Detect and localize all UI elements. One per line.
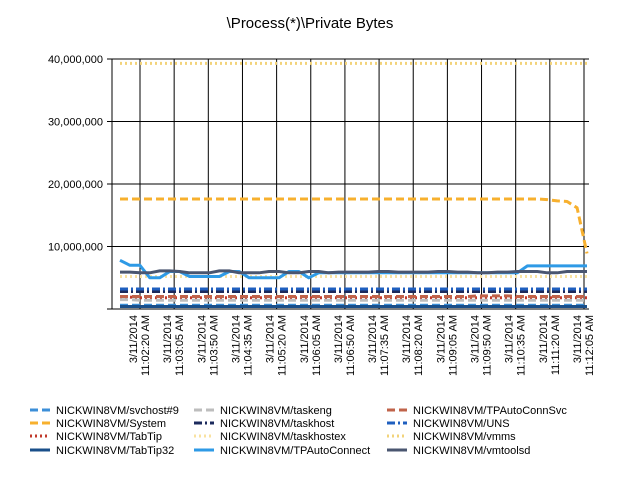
legend-item: NICKWIN8VM/vmms [387, 431, 516, 443]
series-line-1 [120, 197, 589, 254]
y-tick-label: 40,000,000 [48, 54, 103, 66]
x-tick-time: 11:06:50 AM [345, 315, 357, 376]
x-tick-date: 3/11/2014 [196, 315, 208, 363]
legend-item: NICKWIN8VM/taskeng [194, 405, 332, 417]
x-tick-date: 3/11/2014 [230, 315, 242, 363]
x-tick-time: 11:09:50 AM [482, 315, 494, 376]
legend-item: NICKWIN8VM/TabTip [30, 431, 162, 443]
x-tick-label: 3/11/2014 11:09:05 AM [435, 315, 459, 376]
legend-item: NICKWIN8VM/svchost#9 [30, 405, 179, 417]
x-tick-time: 11:03:05 AM [174, 315, 186, 376]
x-tick-label: 3/11/2014 11:03:05 AM [162, 315, 186, 376]
y-tick-label: 10,000,000 [48, 242, 103, 254]
legend-label: NICKWIN8VM/TabTip [56, 431, 162, 443]
x-tick-time: 11:07:35 AM [379, 315, 391, 376]
x-tick-date: 3/11/2014 [128, 315, 140, 363]
x-tick-time: 11:12:05 AM [584, 315, 596, 376]
chart-legend: NICKWIN8VM/svchost#9NICKWIN8VM/SystemNIC… [30, 405, 567, 457]
x-tick-time: 11:06:05 AM [311, 315, 323, 376]
x-tick-date: 3/11/2014 [572, 315, 584, 363]
x-tick-label: 3/11/2014 11:06:05 AM [299, 315, 323, 376]
chart-title: \Process(*)\Private Bytes [227, 15, 394, 32]
series-line-4 [120, 298, 587, 302]
legend-label: NICKWIN8VM/TabTip32 [56, 445, 174, 457]
legend-label: NICKWIN8VM/UNS [413, 418, 510, 430]
x-tick-label: 3/11/2014 11:02:20 AM [128, 315, 152, 376]
legend-label: NICKWIN8VM/TPAutoConnSvc [413, 405, 567, 417]
legend-label: NICKWIN8VM/taskhostex [220, 431, 346, 443]
legend-label: NICKWIN8VM/vmtoolsd [413, 445, 530, 457]
x-tick-date: 3/11/2014 [367, 315, 379, 363]
x-tick-date: 3/11/2014 [538, 315, 550, 363]
legend-item: NICKWIN8VM/vmtoolsd [387, 445, 530, 457]
x-tick-time: 11:08:20 AM [413, 315, 425, 376]
x-tick-time: 11:03:50 AM [208, 315, 220, 376]
x-tick-date: 3/11/2014 [504, 315, 516, 363]
x-tick-time: 11:09:05 AM [447, 315, 459, 376]
legend-item: NICKWIN8VM/taskhost [194, 418, 334, 430]
x-tick-label: 3/11/2014 11:11:20 AM [538, 315, 562, 375]
x-axis-tick-labels: 3/11/2014 11:02:20 AM 3/11/2014 11:03:05 AM… [128, 315, 596, 376]
x-tick-time: 11:04:35 AM [242, 315, 254, 376]
x-tick-label: 3/11/2014 11:05:20 AM [265, 315, 289, 376]
x-tick-label: 3/11/2014 11:12:05 AM [572, 315, 596, 376]
x-tick-label: 3/11/2014 11:08:20 AM [401, 315, 425, 376]
x-tick-label: 3/11/2014 11:07:35 AM [367, 315, 391, 376]
legend-label: NICKWIN8VM/taskeng [220, 405, 332, 417]
x-tick-date: 3/11/2014 [401, 315, 413, 363]
grid-layer [112, 58, 589, 309]
x-tick-time: 11:10:35 AM [516, 315, 528, 376]
legend-item: NICKWIN8VM/taskhostex [194, 431, 346, 443]
x-tick-label: 3/11/2014 11:06:50 AM [333, 315, 357, 376]
x-tick-date: 3/11/2014 [299, 315, 311, 363]
x-tick-date: 3/11/2014 [333, 315, 345, 363]
legend-label: NICKWIN8VM/TPAutoConnect [220, 445, 370, 457]
legend-item: NICKWIN8VM/TabTip32 [30, 445, 174, 457]
x-tick-date: 3/11/2014 [470, 315, 482, 363]
x-tick-label: 3/11/2014 11:04:35 AM [230, 315, 254, 376]
legend-label: NICKWIN8VM/vmms [413, 431, 516, 443]
x-tick-date: 3/11/2014 [265, 315, 277, 363]
series-line-11 [120, 269, 587, 275]
y-tick-label: 30,000,000 [48, 117, 103, 129]
legend-item: NICKWIN8VM/TPAutoConnect [194, 445, 370, 457]
x-tick-label: 3/11/2014 11:03:50 AM [196, 315, 220, 376]
legend-label: NICKWIN8VM/System [56, 418, 166, 430]
x-tick-date: 3/11/2014 [435, 315, 447, 363]
legend-item: NICKWIN8VM/System [30, 418, 166, 430]
series-line-8 [120, 294, 587, 298]
axes-layer [107, 58, 589, 310]
x-tick-date: 3/11/2014 [162, 315, 174, 363]
x-tick-time: 11:11:20 AM [550, 315, 562, 375]
y-axis-tick-labels: 40,000,000 30,000,000 20,000,000 10,000,000 [48, 54, 103, 254]
x-tick-label: 3/11/2014 11:10:35 AM [504, 315, 528, 376]
series-layer [119, 61, 589, 308]
x-tick-time: 11:02:20 AM [140, 315, 152, 376]
legend-item: NICKWIN8VM/UNS [387, 418, 510, 430]
y-tick-label: 20,000,000 [48, 179, 103, 191]
x-tick-time: 11:05:20 AM [277, 315, 289, 376]
legend-label: NICKWIN8VM/svchost#9 [56, 405, 179, 417]
legend-item: NICKWIN8VM/TPAutoConnSvc [387, 405, 567, 417]
x-tick-label: 3/11/2014 11:09:50 AM [470, 315, 494, 376]
legend-label: NICKWIN8VM/taskhost [220, 418, 334, 430]
